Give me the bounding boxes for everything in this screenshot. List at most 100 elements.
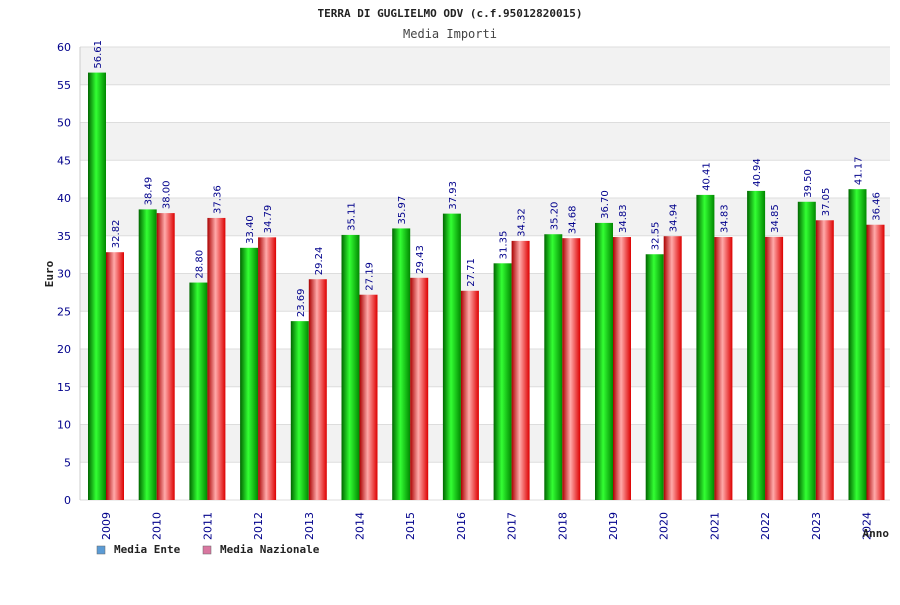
legend-label: Media Nazionale xyxy=(220,543,320,556)
value-label-media-ente: 39.50 xyxy=(803,169,814,198)
x-tick-label: 2012 xyxy=(252,512,265,540)
bar-media-nazionale xyxy=(613,237,631,500)
y-tick-label: 50 xyxy=(57,117,71,130)
legend: Media Ente Media Nazionale xyxy=(96,543,320,556)
value-label-media-ente: 35.97 xyxy=(397,196,408,225)
y-tick-label: 10 xyxy=(57,419,71,432)
value-label-media-nazionale: 37.05 xyxy=(821,188,832,217)
bar-media-ente xyxy=(544,234,563,501)
y-tick-label: 5 xyxy=(64,456,71,469)
y-tick-label: 45 xyxy=(57,154,71,167)
value-label-media-ente: 35.11 xyxy=(347,202,358,231)
y-tick-label: 20 xyxy=(57,343,71,356)
x-tick-label: 2022 xyxy=(759,512,772,540)
x-tick-label: 2023 xyxy=(810,512,823,540)
x-tick-label: 2009 xyxy=(100,512,113,540)
bar-media-nazionale xyxy=(460,290,479,500)
x-tick-label: 2017 xyxy=(506,512,519,540)
value-label-media-ente: 37.93 xyxy=(448,181,459,210)
bar-media-nazionale xyxy=(815,220,834,500)
value-label-media-ente: 32.55 xyxy=(651,222,662,251)
value-label-media-nazionale: 34.85 xyxy=(770,204,781,233)
x-tick-label: 2014 xyxy=(354,512,367,540)
bar-media-ente xyxy=(442,213,461,501)
bar-media-ente xyxy=(138,209,157,500)
grid-band xyxy=(80,122,890,161)
bar-media-nazionale xyxy=(207,217,226,500)
bar-media-nazionale xyxy=(714,237,733,500)
bar-media-nazionale xyxy=(106,252,124,500)
grid-band xyxy=(80,160,890,198)
y-tick-label: 60 xyxy=(57,41,71,54)
chart-title: TERRA DI GUGLIELMO ODV (c.f.95012820015) xyxy=(318,7,583,20)
x-tick-label: 2018 xyxy=(556,512,569,540)
y-tick-label: 40 xyxy=(57,192,71,205)
value-label-media-nazionale: 34.83 xyxy=(618,204,629,233)
value-label-media-nazionale: 29.43 xyxy=(415,245,426,274)
value-label-media-nazionale: 34.79 xyxy=(263,205,274,234)
bars-group xyxy=(88,72,885,501)
bar-media-nazionale xyxy=(663,236,682,500)
chart-subtitle: Media Importi xyxy=(403,27,497,41)
value-label-media-ente: 36.70 xyxy=(600,190,611,219)
value-label-media-nazionale: 27.71 xyxy=(466,258,477,287)
y-axis-ticks: 0 5 10 15 20 25 30 35 40 45 50 55 60 xyxy=(57,41,71,507)
value-label-media-ente: 28.80 xyxy=(194,250,205,279)
y-tick-label: 35 xyxy=(57,230,71,243)
bar-media-nazionale xyxy=(258,237,277,500)
grid-band xyxy=(80,47,890,85)
x-axis-ticks: 2009 2010 2011 2012 2013 2014 2015 2016 2017 2018… xyxy=(100,512,874,540)
value-label-media-ente: 56.61 xyxy=(93,40,104,69)
x-tick-label: 2016 xyxy=(455,512,468,540)
x-tick-label: 2024 xyxy=(861,512,874,540)
bar-media-ente xyxy=(797,201,816,500)
value-label-media-nazionale: 37.36 xyxy=(212,185,223,214)
bar-media-ente xyxy=(645,254,664,500)
bar-media-nazionale xyxy=(359,294,378,500)
value-label-media-nazionale: 34.83 xyxy=(719,204,730,233)
bar-media-nazionale xyxy=(410,277,429,500)
bar-media-nazionale xyxy=(765,236,784,500)
y-tick-label: 30 xyxy=(57,268,71,281)
y-tick-label: 0 xyxy=(64,494,71,507)
value-label-media-ente: 40.94 xyxy=(752,158,763,187)
bar-media-ente xyxy=(341,234,360,500)
value-label-media-nazionale: 38.00 xyxy=(162,180,173,209)
bar-media-nazionale xyxy=(156,213,175,500)
bar-media-ente xyxy=(240,247,259,500)
value-labels-group: 56.61 32.82 38.49 38.00 28.80 37.36 33.40 34.79… xyxy=(93,40,883,317)
grid-band xyxy=(80,198,890,236)
bar-media-ente xyxy=(696,194,715,501)
bar-media-nazionale xyxy=(511,240,530,500)
value-label-media-nazionale: 29.24 xyxy=(314,247,325,276)
value-label-media-ente: 23.69 xyxy=(296,288,307,317)
x-tick-label: 2010 xyxy=(151,512,164,540)
x-tick-label: 2013 xyxy=(303,512,316,540)
bar-media-ente xyxy=(595,222,613,501)
y-axis-title: Euro xyxy=(43,260,56,287)
bar-media-ente xyxy=(88,72,106,501)
value-label-media-ente: 31.35 xyxy=(499,231,510,260)
value-label-media-ente: 33.40 xyxy=(245,215,256,244)
legend-swatch xyxy=(96,545,106,555)
legend-label: Media Ente xyxy=(114,543,181,556)
bar-media-ente xyxy=(392,228,411,500)
x-tick-label: 2015 xyxy=(404,512,417,540)
value-label-media-nazionale: 32.82 xyxy=(111,220,122,249)
value-label-media-nazionale: 27.19 xyxy=(365,262,376,291)
bar-media-ente xyxy=(493,263,512,500)
bar-media-nazionale xyxy=(562,238,581,500)
y-tick-label: 15 xyxy=(57,381,71,394)
bar-media-nazionale xyxy=(308,279,327,500)
value-label-media-ente: 38.49 xyxy=(144,177,155,206)
bar-media-ente xyxy=(848,189,867,500)
value-label-media-ente: 35.20 xyxy=(549,202,560,231)
value-label-media-ente: 40.41 xyxy=(701,162,712,191)
x-tick-label: 2019 xyxy=(607,512,620,540)
grid-band xyxy=(80,84,890,123)
x-tick-label: 2021 xyxy=(708,512,721,540)
y-tick-label: 55 xyxy=(57,79,71,92)
bar-media-ente xyxy=(747,190,766,500)
